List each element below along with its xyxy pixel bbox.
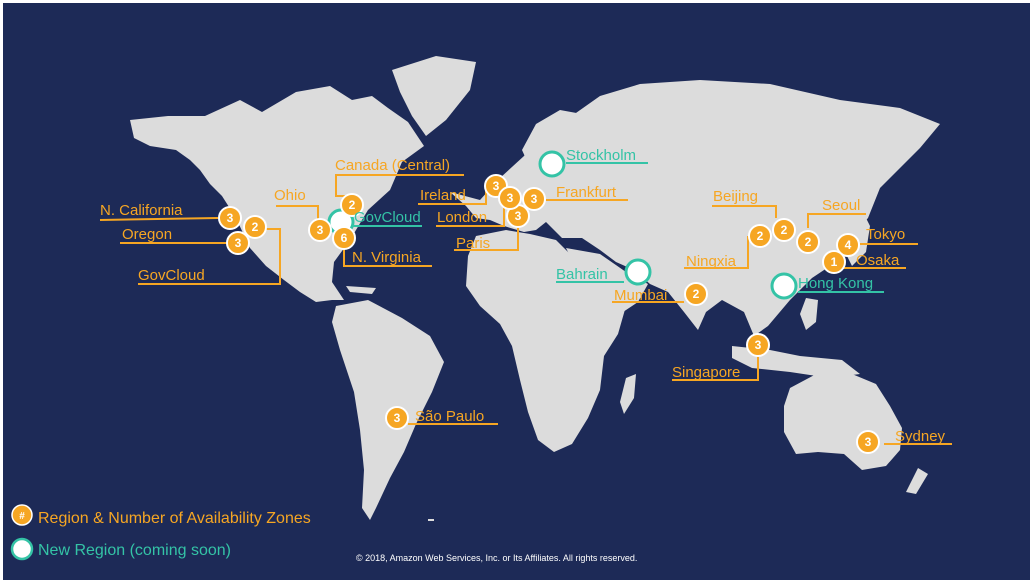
region-label-singapore: Singapore bbox=[672, 364, 740, 381]
new-region-marker-hong-kong bbox=[770, 272, 798, 300]
region-marker-frankfurt bbox=[522, 187, 546, 211]
region-zone-count-n-virginia: 6 bbox=[341, 231, 348, 245]
region-label-sao-paulo: São Paulo bbox=[415, 408, 484, 425]
leader-line-ireland bbox=[418, 188, 487, 205]
region-label-ireland: Ireland bbox=[420, 187, 466, 204]
new-region-marker-stockholm bbox=[538, 150, 566, 178]
region-marker-sydney bbox=[856, 430, 880, 454]
legend-new-region-marker bbox=[10, 537, 34, 561]
region-zone-count-n-california: 3 bbox=[227, 211, 234, 225]
landmass-europe-asia bbox=[450, 80, 940, 336]
region-label-tokyo: Tokyo bbox=[866, 226, 905, 243]
region-zone-count-govcloud: 2 bbox=[252, 220, 259, 234]
label-layer: GovCloud Stockholm Bahrain Hong Kong N. Cali… bbox=[100, 147, 946, 445]
region-zone-count-canada-central: 2 bbox=[349, 198, 356, 212]
region-zone-count-singapore: 3 bbox=[755, 338, 762, 352]
landmass-antarctic-speck bbox=[428, 519, 434, 521]
leader-line-london bbox=[436, 202, 505, 227]
leader-lines bbox=[99, 174, 952, 445]
landmass-madagascar bbox=[620, 374, 636, 414]
region-marker-osaka bbox=[822, 250, 846, 274]
region-marker-beijing bbox=[772, 218, 796, 242]
region-marker-paris bbox=[498, 186, 522, 210]
region-label-seoul: Seoul bbox=[822, 197, 860, 214]
region-zone-count-tokyo: 4 bbox=[845, 238, 852, 252]
landmass-cuba bbox=[346, 286, 376, 294]
legend-region-label: Region & Number of Availability Zones bbox=[38, 510, 311, 527]
copyright-notice: © 2018, Amazon Web Services, Inc. or Its… bbox=[356, 553, 637, 563]
region-marker-ningxia bbox=[748, 224, 772, 248]
region-zone-count-beijing: 2 bbox=[781, 223, 788, 237]
region-marker-ohio bbox=[308, 218, 332, 242]
region-label-beijing: Beijing bbox=[713, 188, 758, 205]
leader-line-beijing bbox=[712, 205, 777, 218]
region-label-ningxia: Ningxia bbox=[686, 253, 737, 270]
legend-region-symbol: # bbox=[19, 511, 25, 522]
region-label-mumbai: Mumbai bbox=[614, 287, 667, 304]
region-label-paris: Paris bbox=[456, 235, 490, 252]
region-label-osaka: Osaka bbox=[856, 252, 900, 269]
region-marker-govcloud bbox=[243, 215, 267, 239]
landmass-africa bbox=[466, 230, 626, 452]
new-region-label-hong-kong: Hong Kong bbox=[798, 275, 873, 292]
region-label-govcloud: GovCloud bbox=[138, 267, 205, 284]
landmass-north-america bbox=[130, 86, 424, 302]
region-zone-count-london: 3 bbox=[515, 209, 522, 223]
landmass-south-america bbox=[332, 300, 444, 520]
leader-line-govcloud bbox=[138, 228, 281, 285]
region-label-ohio: Ohio bbox=[274, 187, 306, 204]
region-marker-canada-central bbox=[340, 193, 364, 217]
leader-line-singapore bbox=[672, 356, 759, 381]
new-region-label-govcloud: GovCloud bbox=[354, 209, 421, 226]
region-label-frankfurt: Frankfurt bbox=[556, 184, 617, 201]
region-marker-oregon bbox=[226, 231, 250, 255]
legend-region-marker bbox=[11, 504, 33, 526]
leader-line-n-virginia bbox=[343, 246, 432, 267]
new-region-leader-lines bbox=[352, 162, 884, 293]
leader-line-paris bbox=[454, 226, 519, 251]
new-region-label-bahrain: Bahrain bbox=[556, 266, 608, 283]
region-marker-tokyo bbox=[836, 233, 860, 257]
region-marker-n-virginia bbox=[332, 226, 356, 250]
leader-line-ningxia bbox=[684, 236, 749, 269]
region-label-oregon: Oregon bbox=[122, 226, 172, 243]
region-label-n-virginia: N. Virginia bbox=[352, 249, 422, 266]
region-marker-sao-paulo bbox=[385, 406, 409, 430]
region-label-canada-central: Canada (Central) bbox=[335, 157, 450, 174]
region-zone-count-oregon: 3 bbox=[235, 236, 242, 250]
region-zone-count-ohio: 3 bbox=[317, 223, 324, 237]
region-zone-count-osaka: 1 bbox=[831, 255, 838, 269]
region-label-london: London bbox=[437, 209, 487, 226]
region-marker-seoul bbox=[796, 230, 820, 254]
region-zone-count-sao-paulo: 3 bbox=[394, 411, 401, 425]
region-marker-mumbai bbox=[684, 282, 708, 306]
leader-line-n-california bbox=[99, 217, 219, 221]
leader-line-canada bbox=[335, 174, 464, 197]
region-zone-count-seoul: 2 bbox=[805, 235, 812, 249]
legend: # Region & Number of Availability Zones … bbox=[10, 504, 311, 561]
region-zone-count-mumbai: 2 bbox=[693, 287, 700, 301]
leader-line-seoul bbox=[807, 213, 866, 228]
region-zone-count-sydney: 3 bbox=[865, 435, 872, 449]
landmass-philippines bbox=[800, 298, 818, 330]
new-region-label-stockholm: Stockholm bbox=[566, 147, 636, 164]
new-region-marker-bahrain bbox=[624, 258, 652, 286]
region-zone-count-frankfurt: 3 bbox=[531, 192, 538, 206]
leader-line-ohio bbox=[276, 205, 319, 222]
legend-new-region-label: New Region (coming soon) bbox=[38, 542, 231, 559]
region-zone-count-paris: 3 bbox=[507, 191, 514, 205]
new-region-layer bbox=[327, 150, 798, 300]
region-marker-singapore bbox=[746, 333, 770, 357]
landmass-scandinavia bbox=[522, 110, 582, 172]
region-label-sydney: Sydney bbox=[895, 428, 946, 445]
landmass-new-zealand bbox=[906, 468, 928, 494]
region-label-n-california: N. California bbox=[100, 202, 183, 219]
region-zone-count-ningxia: 2 bbox=[757, 229, 764, 243]
landmass-greenland bbox=[392, 56, 476, 136]
region-zone-count-ireland: 3 bbox=[493, 179, 500, 193]
region-marker-n-california bbox=[218, 206, 242, 230]
